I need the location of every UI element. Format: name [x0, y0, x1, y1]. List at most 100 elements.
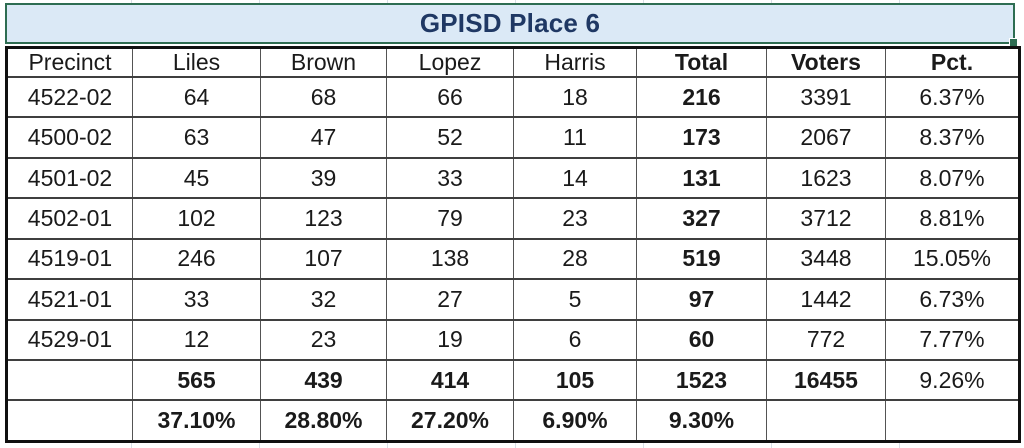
sheet-gridline — [899, 443, 900, 448]
value-cell[interactable]: 28 — [513, 237, 637, 281]
value-cell[interactable]: 27.20% — [386, 399, 514, 444]
value-cell[interactable]: 68 — [260, 75, 387, 119]
value-cell[interactable]: 37.10% — [132, 399, 261, 444]
value-cell[interactable]: 23 — [513, 197, 637, 240]
precinct-cell[interactable]: 4522-02 — [5, 75, 133, 119]
precinct-cell[interactable]: 4500-02 — [5, 116, 133, 159]
value-cell[interactable]: 1623 — [766, 156, 886, 200]
value-cell[interactable]: 60 — [636, 318, 767, 361]
sheet-gridline — [899, 0, 900, 4]
value-cell[interactable]: 3448 — [766, 237, 886, 281]
value-cell[interactable]: 45 — [132, 156, 261, 200]
value-cell[interactable]: 52 — [386, 116, 514, 159]
value-cell[interactable]: 12 — [132, 318, 261, 361]
value-cell[interactable]: 14 — [513, 156, 637, 200]
value-cell[interactable]: 9.30% — [636, 399, 767, 444]
value-cell[interactable]: 246 — [132, 237, 261, 281]
column-header-harris[interactable]: Harris — [513, 46, 637, 78]
sheet-gridline — [131, 0, 132, 4]
value-cell[interactable]: 216 — [636, 75, 767, 119]
value-cell[interactable]: 66 — [386, 75, 514, 119]
precinct-cell[interactable]: 4502-01 — [5, 197, 133, 240]
value-cell[interactable]: 5 — [513, 278, 637, 321]
value-cell[interactable]: 63 — [132, 116, 261, 159]
value-cell[interactable]: 19 — [386, 318, 514, 361]
value-cell[interactable]: 519 — [636, 237, 767, 281]
precinct-cell[interactable]: 4529-01 — [5, 318, 133, 361]
value-cell[interactable]: 47 — [260, 116, 387, 159]
value-cell[interactable]: 97 — [636, 278, 767, 321]
precinct-cell[interactable]: 4521-01 — [5, 278, 133, 321]
value-cell[interactable]: 9.26% — [885, 358, 1021, 402]
value-cell[interactable] — [885, 399, 1021, 444]
column-header-lopez[interactable]: Lopez — [386, 46, 514, 78]
percent-row: 37.10% 28.80% 27.20% 6.90% 9.30% — [5, 399, 1021, 444]
value-cell[interactable]: 3712 — [766, 197, 886, 240]
value-cell[interactable]: 79 — [386, 197, 514, 240]
value-cell[interactable]: 23 — [260, 318, 387, 361]
value-cell[interactable]: 173 — [636, 116, 767, 159]
totals-row: 565 439 414 105 1523 16455 9.26% — [5, 358, 1021, 402]
table-header: Precinct Liles Brown Lopez Harris Total Voters… — [5, 46, 1021, 78]
value-cell[interactable]: 27 — [386, 278, 514, 321]
value-cell[interactable]: 33 — [386, 156, 514, 200]
page-title: GPISD Place 6 — [419, 8, 601, 38]
sheet-gridline — [771, 0, 772, 4]
value-cell[interactable]: 105 — [513, 358, 637, 402]
value-cell[interactable]: 8.37% — [885, 116, 1021, 159]
results-table: Precinct Liles Brown Lopez Harris Total Voters… — [5, 46, 1021, 444]
value-cell[interactable]: 8.81% — [885, 197, 1021, 240]
sheet-gridline — [131, 443, 132, 448]
sheet-gridline — [643, 0, 644, 4]
table-row: 4519-01 246 107 138 28 519 3448 15.05% — [5, 237, 1021, 281]
value-cell[interactable]: 414 — [386, 358, 514, 402]
value-cell[interactable]: 15.05% — [885, 237, 1021, 281]
value-cell[interactable]: 772 — [766, 318, 886, 361]
precinct-cell[interactable] — [5, 358, 133, 402]
table-row: 4522-02 64 68 66 18 216 3391 6.37% — [5, 75, 1021, 119]
value-cell[interactable]: 64 — [132, 75, 261, 119]
column-header-precinct[interactable]: Precinct — [5, 46, 133, 78]
value-cell[interactable]: 439 — [260, 358, 387, 402]
sheet-gridline — [515, 0, 516, 4]
value-cell[interactable]: 8.07% — [885, 156, 1021, 200]
value-cell[interactable]: 1523 — [636, 358, 767, 402]
column-header-brown[interactable]: Brown — [260, 46, 387, 78]
value-cell[interactable]: 138 — [386, 237, 514, 281]
value-cell[interactable] — [766, 399, 886, 444]
table-row: 4501-02 45 39 33 14 131 1623 8.07% — [5, 156, 1021, 200]
value-cell[interactable]: 123 — [260, 197, 387, 240]
value-cell[interactable]: 39 — [260, 156, 387, 200]
column-header-pct[interactable]: Pct. — [885, 46, 1021, 78]
value-cell[interactable]: 131 — [636, 156, 767, 200]
value-cell[interactable]: 1442 — [766, 278, 886, 321]
value-cell[interactable]: 3391 — [766, 75, 886, 119]
value-cell[interactable]: 7.77% — [885, 318, 1021, 361]
column-header-liles[interactable]: Liles — [132, 46, 261, 78]
sheet-gridline — [515, 443, 516, 448]
table-row: 4502-01 102 123 79 23 327 3712 8.81% — [5, 197, 1021, 240]
precinct-cell[interactable]: 4519-01 — [5, 237, 133, 281]
value-cell[interactable]: 107 — [260, 237, 387, 281]
value-cell[interactable]: 6 — [513, 318, 637, 361]
value-cell[interactable]: 102 — [132, 197, 261, 240]
sheet-gridline — [259, 443, 260, 448]
column-header-voters[interactable]: Voters — [766, 46, 886, 78]
value-cell[interactable]: 18 — [513, 75, 637, 119]
column-header-total[interactable]: Total — [636, 46, 767, 78]
precinct-cell[interactable]: 4501-02 — [5, 156, 133, 200]
value-cell[interactable]: 6.37% — [885, 75, 1021, 119]
value-cell[interactable]: 327 — [636, 197, 767, 240]
value-cell[interactable]: 6.90% — [513, 399, 637, 444]
sheet-gridline — [771, 443, 772, 448]
title-cell[interactable]: GPISD Place 6 — [5, 3, 1018, 47]
precinct-cell[interactable] — [5, 399, 133, 444]
value-cell[interactable]: 32 — [260, 278, 387, 321]
value-cell[interactable]: 11 — [513, 116, 637, 159]
value-cell[interactable]: 28.80% — [260, 399, 387, 444]
value-cell[interactable]: 16455 — [766, 358, 886, 402]
value-cell[interactable]: 565 — [132, 358, 261, 402]
value-cell[interactable]: 2067 — [766, 116, 886, 159]
value-cell[interactable]: 33 — [132, 278, 261, 321]
value-cell[interactable]: 6.73% — [885, 278, 1021, 321]
